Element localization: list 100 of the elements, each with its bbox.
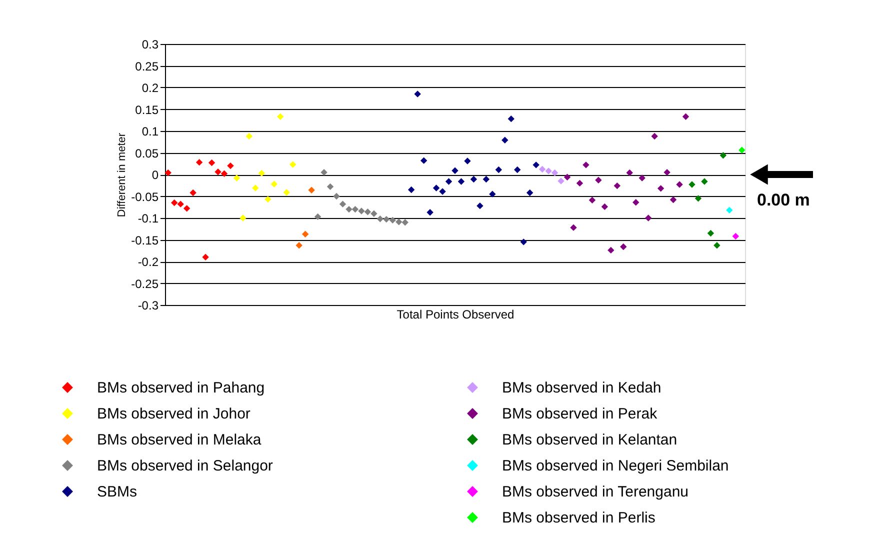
point: [346, 206, 352, 213]
point: [582, 162, 590, 168]
point: [326, 183, 334, 190]
legend-label: BMs observed in Perak: [502, 406, 658, 422]
point: [526, 189, 534, 196]
point: [396, 218, 402, 226]
point: [432, 184, 440, 192]
point: [302, 230, 309, 238]
legend-label: BMs observed in Pahang: [97, 380, 265, 396]
point: [196, 158, 203, 166]
point: [720, 152, 727, 159]
point: [670, 196, 677, 204]
text: 0.00 m: [757, 190, 810, 210]
point: [514, 166, 521, 174]
point: [320, 168, 328, 176]
point: [688, 181, 696, 188]
point: [258, 170, 266, 177]
point: [233, 174, 240, 182]
x-axis-title: Total Points Observed: [396, 308, 514, 322]
point: [508, 115, 514, 122]
point: [476, 202, 484, 210]
y-tick-label: 0.15: [135, 102, 159, 117]
legend-label: BMs observed in Kedah: [502, 380, 662, 396]
point: [308, 186, 315, 194]
point: [657, 185, 664, 192]
point: [502, 136, 508, 144]
point: [676, 181, 683, 188]
point: [701, 178, 708, 185]
legend-label: BMs observed in Johor: [97, 406, 250, 422]
point: [402, 218, 408, 226]
point: [732, 232, 739, 240]
point: [464, 158, 471, 164]
point: [214, 168, 222, 176]
point: [551, 169, 558, 176]
point: [738, 146, 746, 154]
point: [177, 200, 184, 208]
point: [283, 188, 290, 196]
point: [595, 176, 602, 184]
point: [420, 157, 428, 164]
point: [664, 168, 670, 176]
point: [458, 178, 465, 185]
point: [482, 176, 490, 183]
point: [364, 208, 372, 216]
point: [389, 216, 396, 224]
point: [620, 243, 627, 250]
point: [452, 167, 458, 174]
y-axis-title: Different in meter: [116, 132, 128, 218]
point: [164, 169, 172, 176]
legend-label: SBMs: [97, 484, 138, 500]
point: [489, 190, 496, 198]
y-tick-label: 0.1: [142, 124, 159, 138]
y-tick-label: 0.2: [142, 81, 159, 95]
point: [277, 113, 284, 120]
y-tick-label: -0.1: [138, 212, 159, 226]
legend-label: BMs observed in Terenganu: [502, 484, 689, 500]
point: [333, 192, 340, 200]
point: [208, 159, 216, 166]
point: [707, 230, 714, 237]
point: [632, 198, 640, 206]
y-tick-label: 0.05: [135, 146, 159, 160]
point: [694, 195, 702, 202]
point: [558, 178, 564, 184]
point: [570, 224, 577, 231]
point: [470, 176, 478, 183]
y-tick-label: 0.25: [135, 59, 159, 74]
point: [183, 205, 190, 212]
point: [314, 213, 322, 220]
point: [246, 132, 253, 140]
point: [445, 178, 452, 185]
point: [264, 196, 272, 203]
legend-label: BMs observed in Melaka: [97, 432, 262, 448]
y-tick-label: -0.25: [131, 276, 159, 291]
point: [414, 90, 421, 98]
point: [439, 188, 446, 195]
point: [252, 184, 259, 192]
point: [370, 210, 378, 218]
y-tick-label: 0: [152, 168, 159, 182]
point: [296, 242, 302, 249]
point: [376, 216, 384, 222]
point: [352, 206, 359, 213]
y-tick-label: -0.2: [138, 255, 159, 269]
point: [682, 113, 690, 120]
legend-label: BMs observed in Negeri Sembilan: [502, 458, 729, 474]
point: [240, 214, 246, 222]
point: [289, 161, 296, 168]
legend-label: BMs observed in Kelantan: [502, 432, 678, 448]
y-tick-label: -0.05: [131, 190, 159, 204]
point: [564, 174, 571, 180]
point: [726, 206, 733, 214]
point: [495, 166, 502, 174]
point: [408, 186, 415, 194]
point: [171, 199, 178, 206]
y-tick-label: -0.3: [138, 298, 159, 312]
legend-label: BMs observed in Selangor: [97, 458, 273, 474]
point: [426, 208, 434, 216]
y-tick-label: -0.15: [131, 233, 159, 248]
point: [383, 216, 390, 223]
point: [576, 180, 584, 187]
point: [227, 162, 234, 170]
point: [532, 162, 540, 168]
